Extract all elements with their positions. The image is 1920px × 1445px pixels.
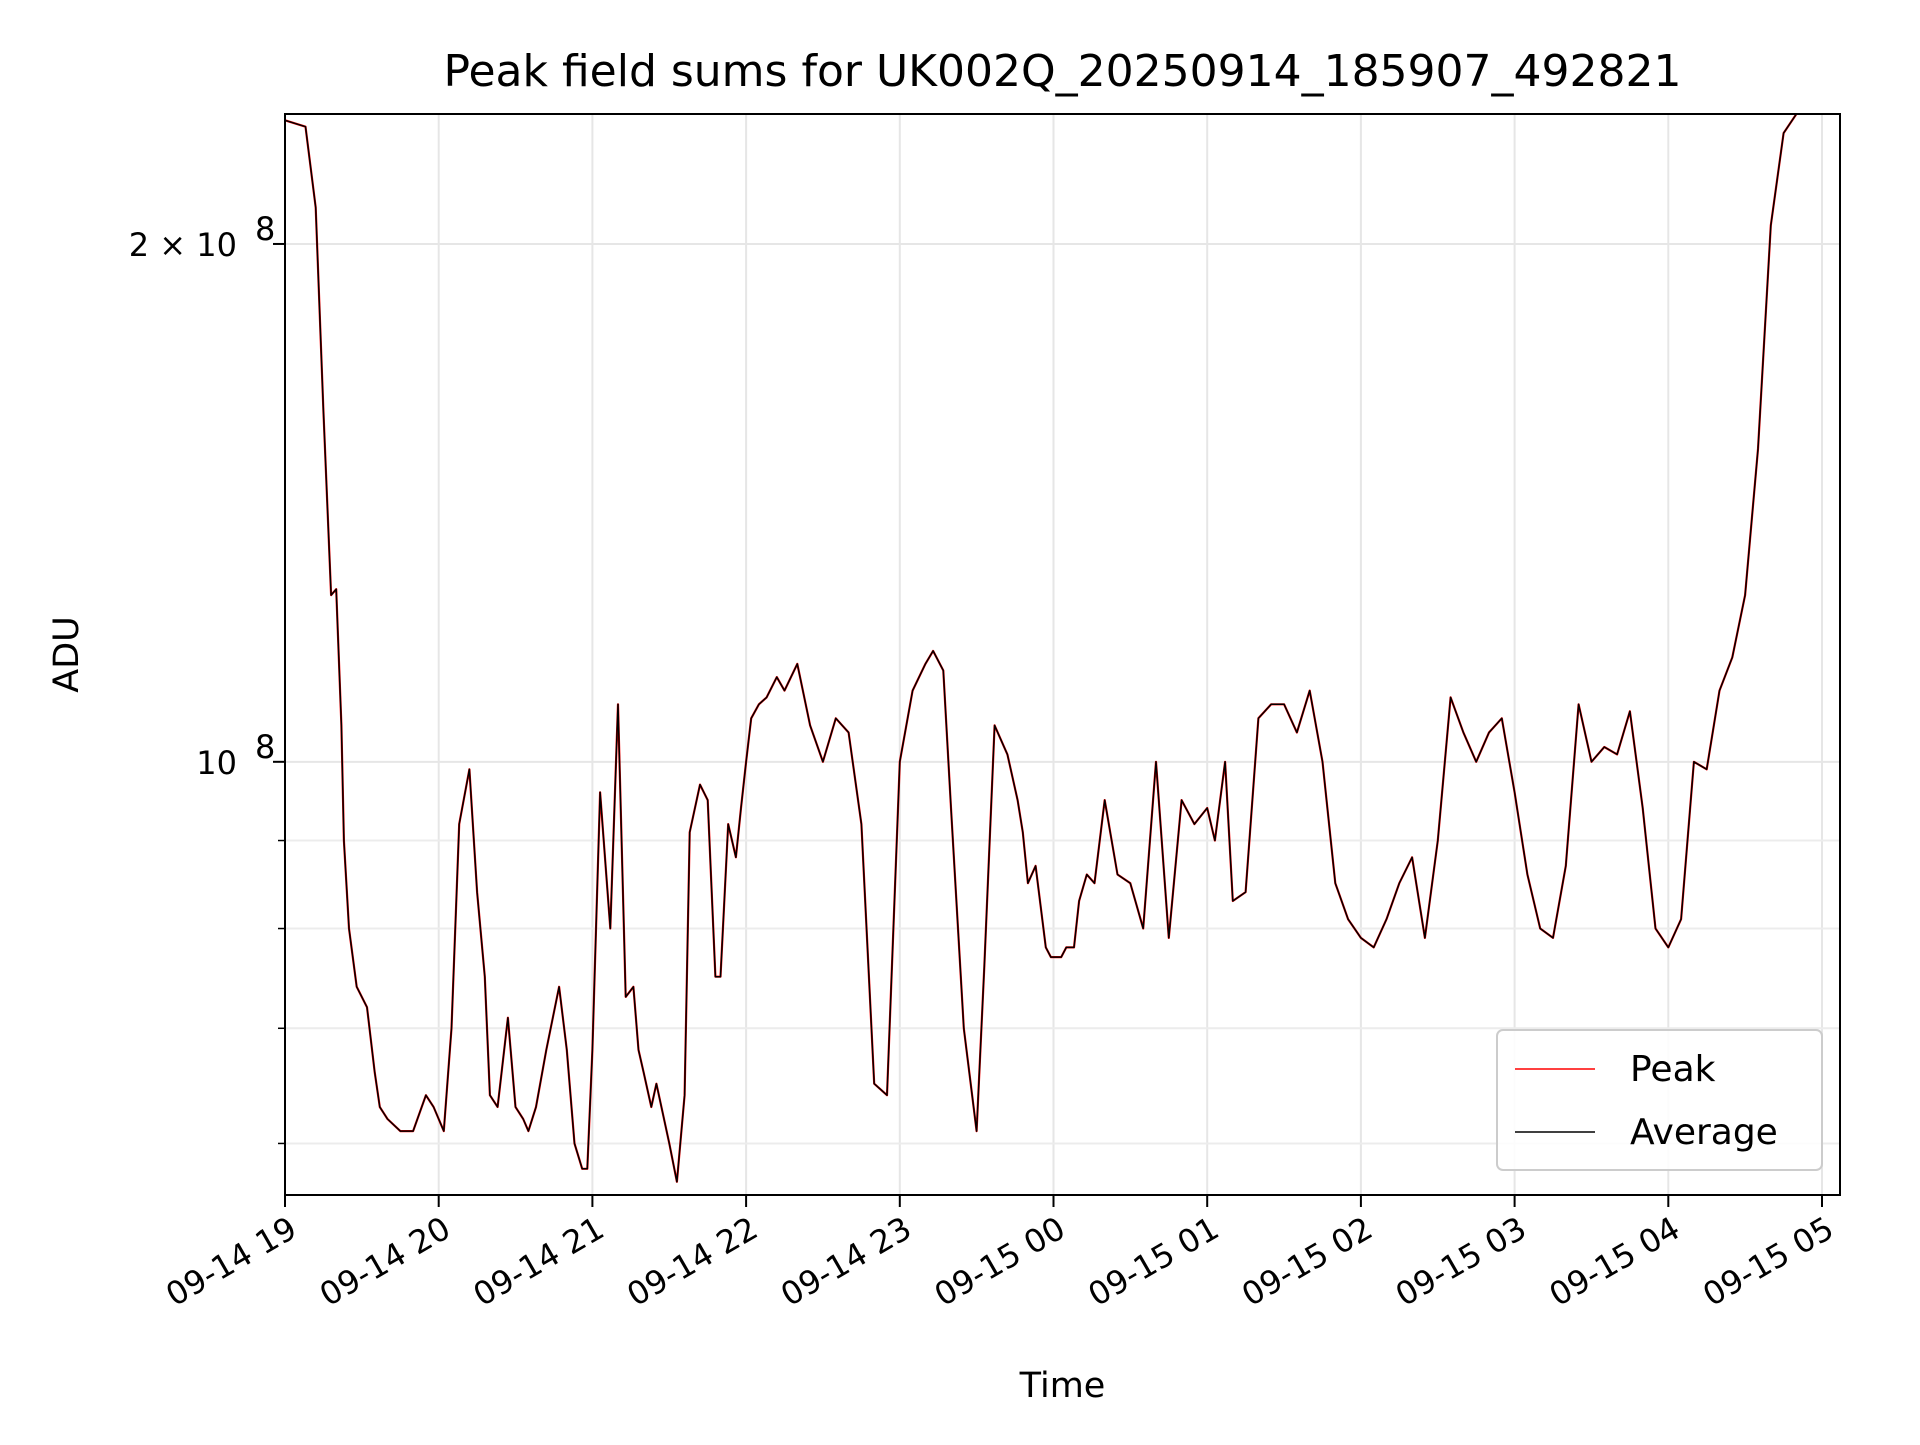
chart-title: Peak field sums for UK002Q_20250914_1859…	[443, 46, 1681, 97]
legend-label-peak: Peak	[1630, 1049, 1716, 1090]
x-tick-label: 09-15 00	[928, 1209, 1072, 1314]
x-tick-label: 09-15 04	[1543, 1209, 1687, 1314]
x-tick-label: 09-15 03	[1389, 1209, 1533, 1314]
y-tick-label: 2 × 10	[129, 226, 237, 264]
x-tick-label: 09-15 02	[1235, 1209, 1379, 1314]
legend-label-average: Average	[1630, 1112, 1778, 1153]
x-tick-label: 09-14 21	[467, 1209, 611, 1314]
y-tick-exponent: 8	[255, 210, 275, 248]
y-tick-exponent: 8	[255, 728, 275, 766]
x-axis-label: Time	[1019, 1366, 1106, 1406]
plot-frame	[284, 113, 1841, 1196]
series-lines	[284, 113, 1798, 1183]
x-tick-label: 09-15 05	[1696, 1209, 1840, 1314]
x-tick-label: 09-14 22	[621, 1209, 765, 1314]
series-line-average	[284, 113, 1798, 1183]
x-tick-label: 09-14 20	[313, 1209, 457, 1314]
legend: Peak Average	[1496, 1029, 1823, 1171]
series-line-peak	[284, 113, 1798, 1183]
x-tick-label: 09-15 01	[1082, 1209, 1226, 1314]
y-axis-label: ADU	[47, 616, 87, 693]
legend-box	[1496, 1029, 1823, 1171]
y-axis-ticks: 2 × 10 8 10 8	[129, 210, 285, 1145]
x-tick-label: 09-14 19	[159, 1209, 303, 1314]
x-tick-label: 09-14 23	[774, 1209, 918, 1314]
x-axis-ticks: 09-14 19 09-14 20 09-14 21 09-14 22 09-14 23…	[159, 1195, 1840, 1314]
y-tick-label: 10	[196, 744, 237, 782]
